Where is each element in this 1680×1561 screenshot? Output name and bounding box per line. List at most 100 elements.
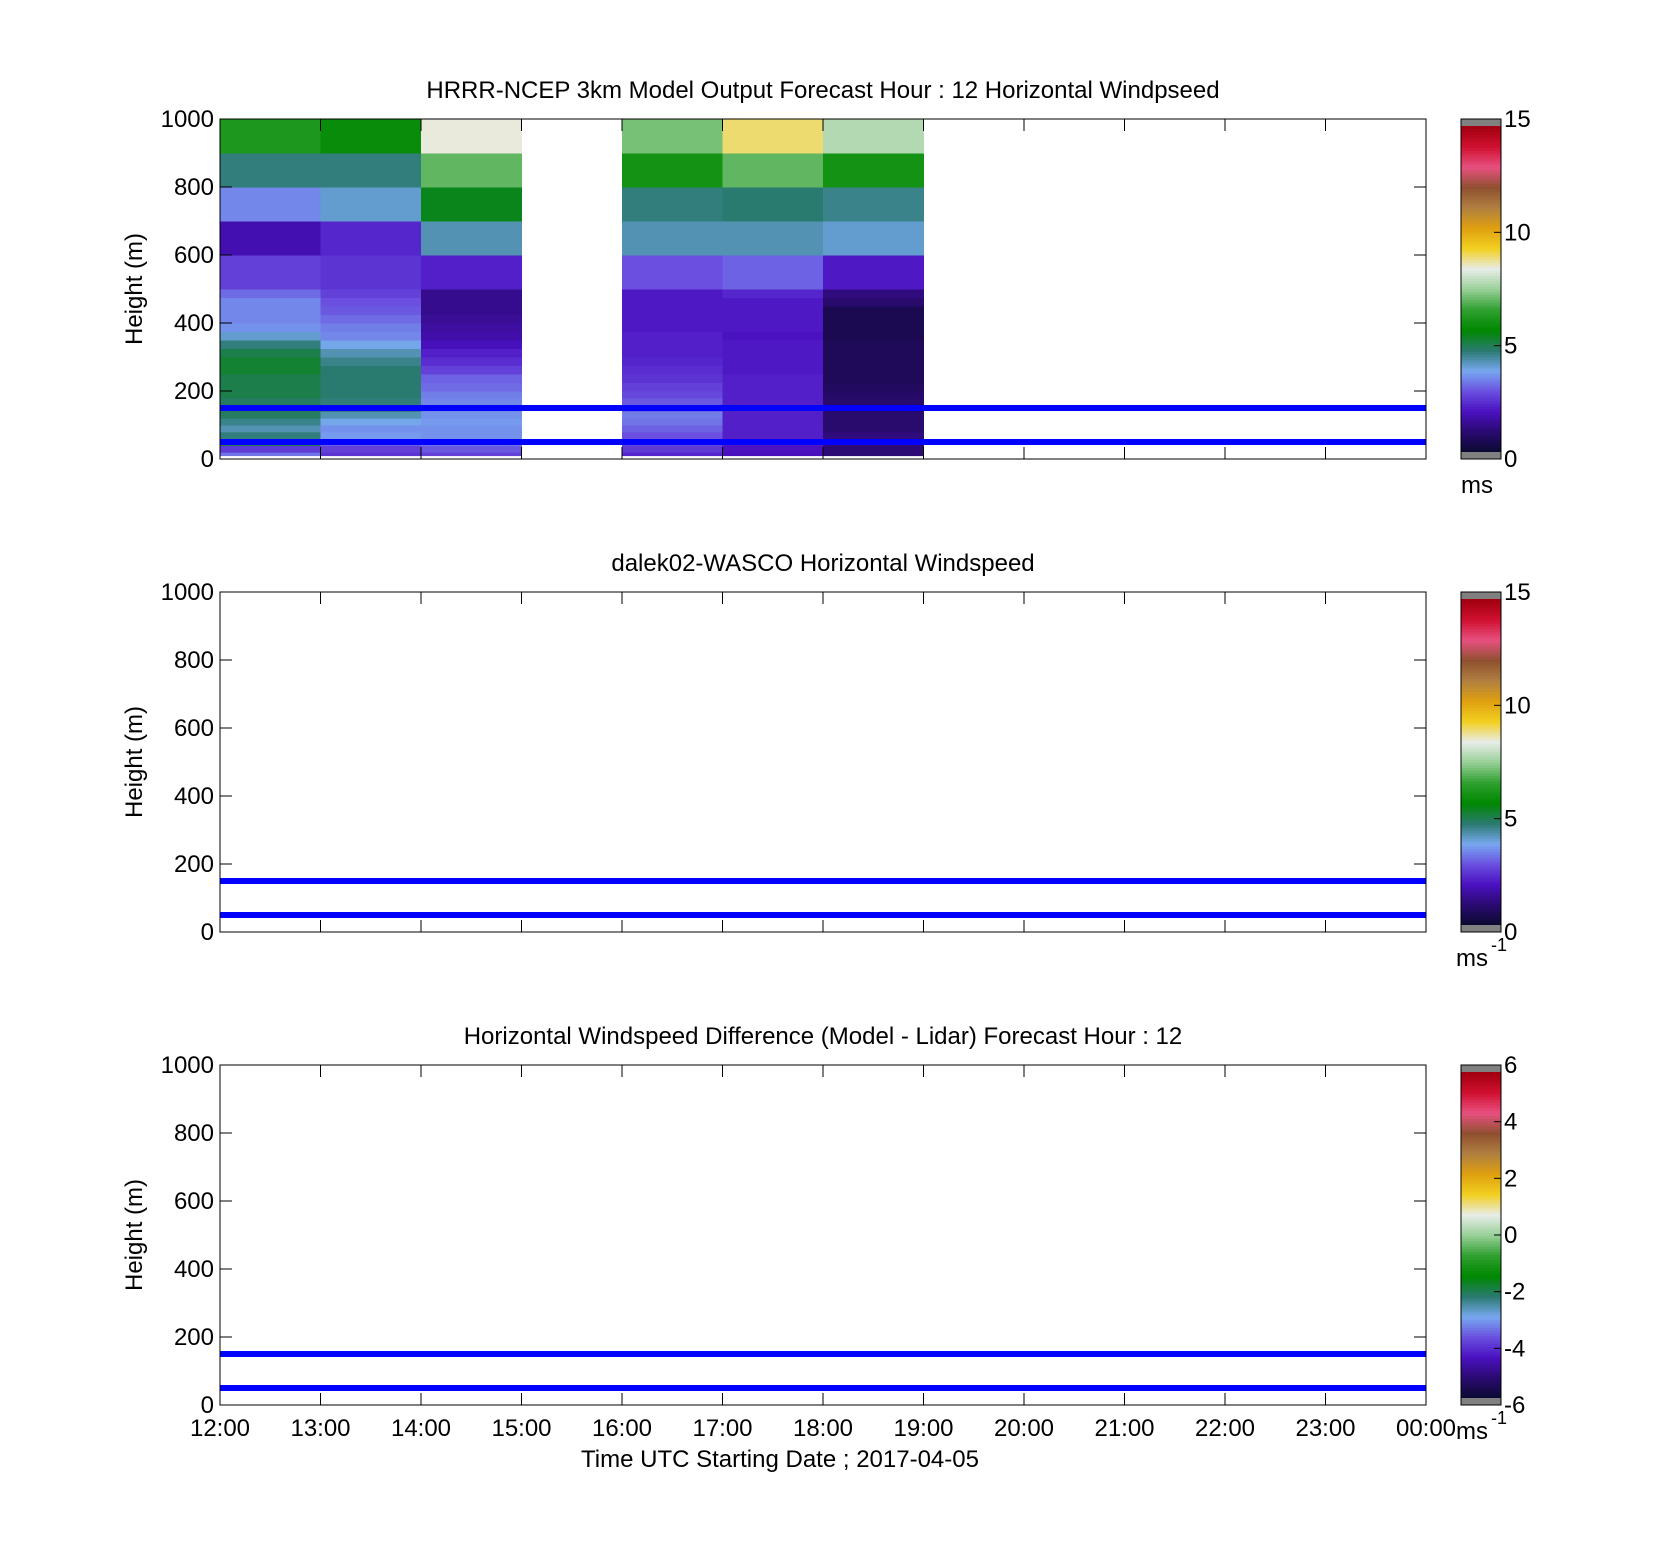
colorbar-segment: [1461, 1139, 1501, 1144]
colorbar-segment: [1461, 1349, 1501, 1353]
colorbar-segment: [1461, 653, 1501, 657]
heatmap-cell: [722, 348, 824, 358]
x-tick-label: 00:00: [1396, 1415, 1456, 1442]
colorbar-segment: [1461, 1115, 1501, 1119]
colorbar-segment: [1461, 1131, 1501, 1136]
heatmap-cell: [421, 397, 522, 406]
colorbar-segment: [1461, 1316, 1501, 1320]
heatmap-cell: [722, 418, 824, 426]
colorbar-segment: [1461, 449, 1501, 453]
colorbar-segment: [1461, 1110, 1501, 1114]
heatmap-cell: [220, 425, 321, 433]
colorbar-segment: [1461, 732, 1501, 736]
colorbar-segment: [1461, 351, 1501, 355]
heatmap-cell: [823, 314, 924, 324]
heatmap-cell: [220, 340, 321, 349]
x-tick-label: 13:00: [290, 1415, 350, 1442]
colorbar-segment: [1461, 432, 1501, 437]
colorbar-segment: [1461, 718, 1501, 722]
colorbar-segment: [1461, 827, 1501, 831]
heatmap-cell: [823, 397, 924, 406]
colorbar-segment: [1461, 164, 1501, 168]
colorbar-segment: [1461, 204, 1501, 209]
heatmap-cell: [320, 187, 422, 222]
colorbar-segment: [1461, 348, 1501, 353]
colorbar-segment: [1461, 892, 1501, 896]
heatmap-cell: [823, 119, 924, 154]
colorbar-segment: [1461, 278, 1501, 282]
heatmap-cell: [421, 331, 522, 341]
colorbar-segment: [1461, 394, 1501, 399]
heatmap-cell: [622, 452, 723, 457]
heatmap-cell: [823, 431, 924, 440]
colorbar-tick-label: 6: [1504, 1052, 1517, 1079]
colorbar-segment: [1461, 223, 1501, 228]
colorbar-segment: [1461, 694, 1501, 698]
x-tick-label: 23:00: [1295, 1415, 1355, 1442]
colorbar-segment: [1461, 802, 1501, 807]
colorbar-segment: [1461, 142, 1501, 146]
colorbar-segment: [1461, 1158, 1501, 1163]
y-tick-label: 0: [201, 1392, 214, 1419]
heatmap-cell: [823, 452, 924, 457]
colorbar-segment: [1461, 324, 1501, 328]
colorbar-segment: [1461, 821, 1501, 826]
heatmap-cell: [722, 340, 824, 349]
colorbar: [1460, 118, 1502, 460]
heatmap-cell: [823, 323, 924, 332]
colorbar-tick-label: 5: [1504, 806, 1517, 833]
heatmap-cell: [220, 391, 321, 399]
colorbar-segment: [1461, 1175, 1501, 1179]
colorbar-segment: [1461, 1153, 1501, 1157]
colorbar-segment: [1461, 267, 1501, 271]
colorbar-segment: [1461, 250, 1501, 255]
colorbar-segment: [1461, 897, 1501, 902]
colorbar-segment: [1461, 884, 1501, 888]
colorbar-segment: [1461, 664, 1501, 668]
colorbar-segment: [1461, 854, 1501, 858]
colorbar-segment: [1461, 212, 1501, 217]
colorbar-segment: [1461, 609, 1501, 614]
colorbar-segment: [1461, 1294, 1501, 1299]
colorbar-segment: [1461, 1370, 1501, 1375]
colorbar-segment: [1461, 207, 1501, 211]
heatmap-cell: [421, 445, 522, 453]
colorbar-segment: [1461, 131, 1501, 135]
colorbar-segment: [1461, 1129, 1501, 1133]
heatmap-cell: [722, 431, 824, 440]
heatmap-cell: [320, 382, 422, 392]
y-tick-label: 800: [174, 174, 214, 201]
colorbar-unit-superscript: -1: [1491, 1408, 1507, 1428]
colorbar-segment: [1461, 180, 1501, 184]
heatmap-cell: [823, 425, 924, 433]
heatmap-cell: [220, 255, 321, 290]
x-axis-label: Time UTC Starting Date ; 2017-04-05: [581, 1446, 979, 1473]
colorbar-segment: [1461, 1169, 1501, 1174]
colorbar-segment: [1461, 819, 1501, 823]
colorbar-segment: [1461, 721, 1501, 725]
colorbar-segment: [1461, 378, 1501, 382]
colorbar: [1460, 591, 1502, 933]
colorbar-segment: [1461, 710, 1501, 714]
colorbar-segment: [1461, 810, 1501, 815]
colorbar-segment: [1461, 886, 1501, 891]
colorbar-unit: ms: [1461, 472, 1493, 499]
colorbar-segment: [1461, 789, 1501, 793]
colorbar-segment: [1461, 691, 1501, 695]
colorbar-segment: [1461, 1207, 1501, 1212]
colorbar-segment: [1461, 1368, 1501, 1372]
colorbar-segment: [1461, 256, 1501, 260]
colorbar-segment: [1461, 1387, 1501, 1391]
colorbar-segment: [1461, 922, 1501, 926]
colorbar-segment: [1461, 911, 1501, 915]
colorbar-segment: [1461, 601, 1501, 606]
y-tick-label: 0: [201, 446, 214, 473]
heatmap-cell: [622, 418, 723, 426]
y-tick-label: 800: [174, 647, 214, 674]
colorbar-segment: [1461, 389, 1501, 393]
colorbar-segment: [1461, 1245, 1501, 1250]
heatmap-cell: [320, 411, 422, 419]
colorbar-segment: [1461, 1091, 1501, 1095]
colorbar-segment: [1461, 851, 1501, 855]
